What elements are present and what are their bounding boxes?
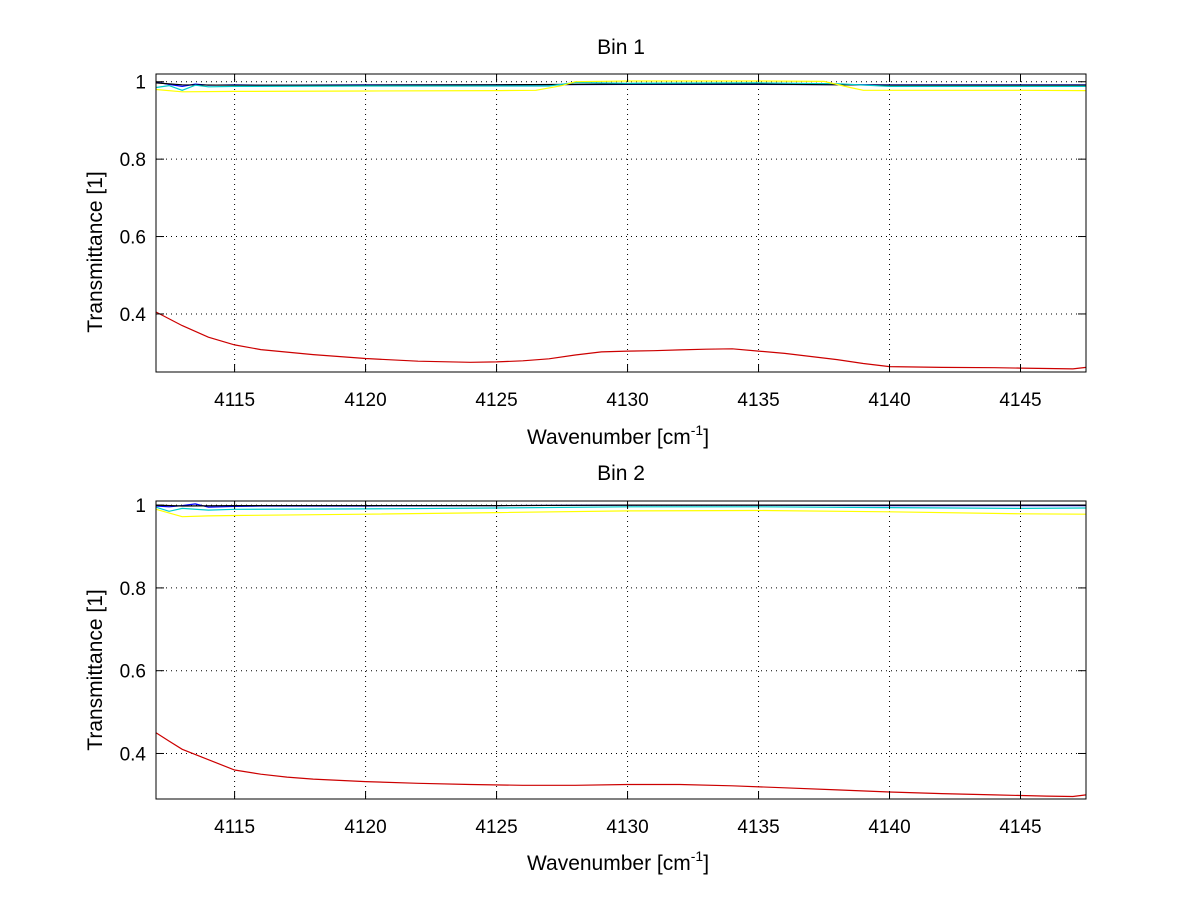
y-axis-label: Transmittance [1] <box>84 589 107 750</box>
subplot-title: Bin 1 <box>597 36 645 59</box>
y-tick-label: 0.4 <box>120 305 147 326</box>
x-axis-label: Wavenumber [cm-1] <box>527 848 709 875</box>
series-line <box>155 732 1087 798</box>
y-tick-label: 1 <box>135 496 146 517</box>
axes-frame <box>155 73 1087 373</box>
series-lines <box>155 80 1087 370</box>
x-tick-label: 4120 <box>344 390 386 411</box>
subplot-bin-2: Bin 2 Transmittance [1] Wavenumber [cm-1… <box>84 462 1087 875</box>
axes-frame <box>155 500 1087 800</box>
series-line <box>155 508 1087 518</box>
grid-lines <box>156 74 1086 372</box>
x-axis-label-tail: ] <box>703 852 709 875</box>
x-axis-label-main: Wavenumber [cm <box>527 426 691 449</box>
x-tick-label: 4130 <box>606 390 648 411</box>
x-tick-label: 4125 <box>475 390 517 411</box>
y-tick-label: 0.8 <box>120 150 146 171</box>
x-axis-label-superscript: -1 <box>691 848 704 864</box>
y-tick-label: 0.6 <box>120 662 146 683</box>
x-tick-label: 4135 <box>737 390 779 411</box>
x-axis-label-tail: ] <box>703 426 709 449</box>
subplot-bin-1: Bin 1 Transmittance [1] Wavenumber [cm-1… <box>84 36 1087 449</box>
series-line <box>155 311 1087 370</box>
x-tick-label: 4135 <box>737 817 779 838</box>
x-tick-label: 4145 <box>999 817 1041 838</box>
grid-lines <box>156 501 1086 799</box>
y-tick-label: 0.6 <box>120 228 146 249</box>
ticks: 4115 4120 4125 4130 4135 4140 4145 0.4 0.6 0.8 1 <box>120 73 1086 411</box>
ticks: 4115 4120 4125 4130 4135 4140 4145 0.4 0.6 0.8 1 <box>120 496 1086 838</box>
x-axis-label-main: Wavenumber [cm <box>527 852 691 875</box>
x-tick-label: 4120 <box>344 817 386 838</box>
subplot-title: Bin 2 <box>597 462 645 485</box>
y-tick-label: 1 <box>135 73 146 94</box>
y-axis-label: Transmittance [1] <box>84 171 107 332</box>
series-line <box>155 506 1087 512</box>
x-tick-label: 4125 <box>475 817 517 838</box>
series-line <box>155 504 1086 507</box>
x-axis-label-superscript: -1 <box>691 422 704 438</box>
y-tick-label: 0.4 <box>120 744 147 765</box>
x-tick-label: 4115 <box>214 390 255 411</box>
series-line <box>155 80 1087 93</box>
series-line <box>155 81 1086 91</box>
series-lines <box>155 503 1087 798</box>
x-tick-label: 4145 <box>999 390 1041 411</box>
x-tick-label: 4140 <box>868 817 910 838</box>
x-tick-label: 4130 <box>606 817 648 838</box>
x-tick-label: 4115 <box>214 817 255 838</box>
y-tick-label: 0.8 <box>120 579 146 600</box>
x-tick-label: 4140 <box>868 390 910 411</box>
x-axis-label: Wavenumber [cm-1] <box>527 422 709 449</box>
